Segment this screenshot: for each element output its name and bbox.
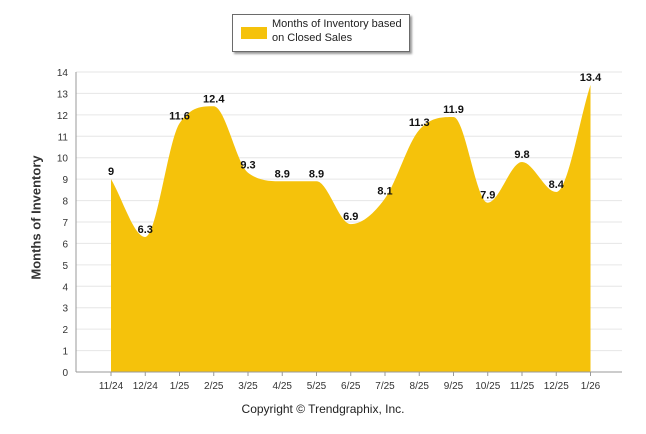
data-label: 11.9 [443,104,464,116]
x-tick-label: 4/25 [273,381,293,392]
y-tick-label: 12 [57,111,69,122]
x-tick-label: 1/26 [581,381,601,392]
copyright-text: Copyright © Trendgraphix, Inc. [241,402,405,416]
y-tick-label: 14 [57,68,69,79]
y-axis-title: Months of Inventory [28,155,44,280]
data-label: 8.9 [275,168,290,180]
x-tick-label: 10/25 [475,381,500,392]
x-tick-label: 8/25 [410,381,430,392]
legend-swatch [241,27,267,39]
x-tick-label: 5/25 [307,381,327,392]
y-tick-label: 8 [62,197,68,208]
y-tick-label: 13 [57,89,69,100]
y-tick-label: 6 [62,239,68,250]
legend-label: Months of Inventory based on Closed Sale… [272,18,402,44]
data-label: 11.6 [169,110,190,122]
data-label: 9 [108,166,114,178]
y-tick-label: 4 [62,282,68,293]
data-label: 8.1 [377,185,392,197]
x-tick-label: 3/25 [238,381,258,392]
y-tick-label: 11 [58,132,69,143]
x-tick-label: 2/25 [204,381,224,392]
y-tick-label: 10 [57,154,69,165]
y-tick-label: 3 [62,304,68,315]
y-tick-label: 1 [62,347,68,358]
data-label: 9.8 [514,149,529,161]
y-tick-label: 5 [62,261,68,272]
x-tick-label: 1/25 [170,381,190,392]
data-label: 9.3 [240,160,255,172]
data-label: 12.4 [203,93,225,105]
legend: Months of Inventory based on Closed Sale… [232,14,410,52]
x-tick-label: 11/25 [510,381,535,392]
x-tick-label: 12/24 [133,381,158,392]
area-series [111,84,591,372]
y-tick-label: 7 [62,218,68,229]
x-tick-label: 9/25 [444,381,464,392]
data-label: 8.4 [549,179,565,191]
x-tick-label: 12/25 [544,381,569,392]
data-label: 6.3 [138,224,153,236]
x-tick-label: 7/25 [375,381,395,392]
data-label: 6.9 [343,211,358,223]
data-label: 11.3 [409,117,430,129]
y-tick-label: 2 [62,325,68,336]
y-tick-label: 9 [62,175,68,186]
x-tick-label: 6/25 [341,381,361,392]
data-label: 8.9 [309,168,324,180]
y-tick-label: 0 [62,368,68,379]
x-tick-label: 11/24 [99,381,124,392]
data-label: 7.9 [480,190,495,202]
data-label: 13.4 [580,72,602,84]
